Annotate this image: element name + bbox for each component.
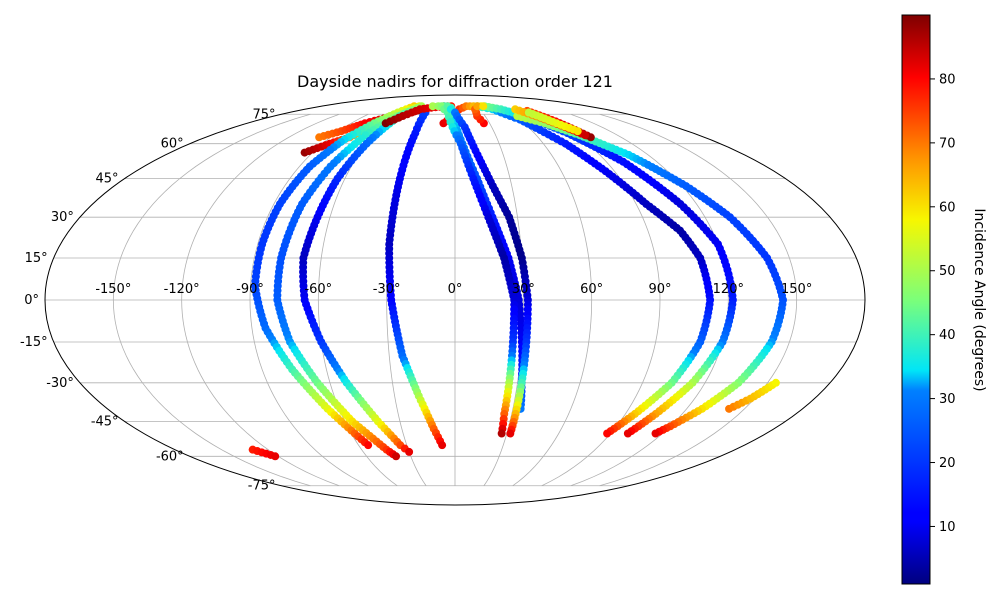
colorbar-tick-label: 40 <box>939 328 956 343</box>
colorbar-label: Incidence Angle (degrees) <box>971 208 987 391</box>
colorbar-tick-label: 70 <box>939 136 956 151</box>
nadir-point <box>428 102 437 111</box>
colorbar-ticks: 10 20 30 40 50 60 70 80 <box>930 72 956 535</box>
longitude-tick-label: -30° <box>373 282 401 297</box>
grid-longitude-line <box>181 113 340 487</box>
latitude-tick-label: 0° <box>24 293 39 308</box>
latitude-tick-label: -30° <box>46 376 74 391</box>
latitude-tick-label: 60° <box>161 137 184 152</box>
colorbar-tick-label: 20 <box>939 456 956 471</box>
grid-longitude-line <box>249 113 369 487</box>
latitude-tick-label: -45° <box>91 414 119 429</box>
nadir-point <box>473 102 482 111</box>
nadir-point <box>497 429 506 438</box>
latitude-tick-label: 45° <box>96 172 119 187</box>
latitude-tick-label: -60° <box>156 449 184 464</box>
longitude-tick-label: -120° <box>164 282 200 297</box>
colorbar-tick-label: 10 <box>939 520 956 535</box>
grid-longitude-line <box>512 113 593 487</box>
latitude-tick-label: -15° <box>20 335 48 350</box>
nadir-point <box>271 452 280 461</box>
nadir-point <box>573 127 582 136</box>
nadir-point <box>623 429 632 438</box>
nadir-point <box>506 429 515 438</box>
latitude-tick-label: 15° <box>25 251 48 266</box>
grid-longitude-line <box>112 113 311 487</box>
longitude-tick-label: 150° <box>781 282 812 297</box>
colorbar-tick-label: 30 <box>939 392 956 407</box>
longitude-tick-label: 30° <box>512 282 535 297</box>
nadir-point <box>405 447 414 456</box>
nadir-point <box>771 378 780 387</box>
longitude-tick-label: -60° <box>304 282 332 297</box>
nadir-point <box>479 102 488 111</box>
nadir-point <box>651 429 660 438</box>
latitude-tick-label: 30° <box>51 210 74 225</box>
longitude-tick-label: 120° <box>713 282 744 297</box>
longitude-tick-label: 90° <box>648 282 671 297</box>
longitude-tick-label: 0° <box>448 282 463 297</box>
latitude-tick-label: 75° <box>252 107 275 122</box>
longitude-tick-label: -90° <box>236 282 264 297</box>
nadir-point <box>364 441 373 450</box>
grid-longitude-line <box>599 113 798 487</box>
colorbar-tick-label: 50 <box>939 264 956 279</box>
longitude-tick-label: 60° <box>580 282 603 297</box>
longitude-tick-label: -150° <box>95 282 131 297</box>
nadir-point <box>392 452 401 461</box>
chart-title: Dayside nadirs for diffraction order 121 <box>297 72 613 91</box>
longitude-labels: -150° -120° -90° -60° -30° 0° 30° 60° 90° 120° 150… <box>95 282 812 297</box>
nadir-point <box>438 441 447 450</box>
colorbar-gradient <box>901 14 931 585</box>
colorbar: 10 20 30 40 50 60 70 80 Incidence Angle (degree… <box>901 14 987 585</box>
map-boundary <box>44 94 866 506</box>
graticule-grid <box>45 113 865 487</box>
colorbar-tick-label: 60 <box>939 200 956 215</box>
colorbar-tick-label: 80 <box>939 72 956 87</box>
nadir-point <box>603 429 612 438</box>
latitude-tick-label: -75° <box>248 479 276 494</box>
nadir-points <box>248 102 787 461</box>
nadir-point <box>581 131 590 140</box>
latitude-labels: 75° 60° 45° 30° 15° 0° -15° -30° -45° -60° -75° <box>20 107 276 493</box>
